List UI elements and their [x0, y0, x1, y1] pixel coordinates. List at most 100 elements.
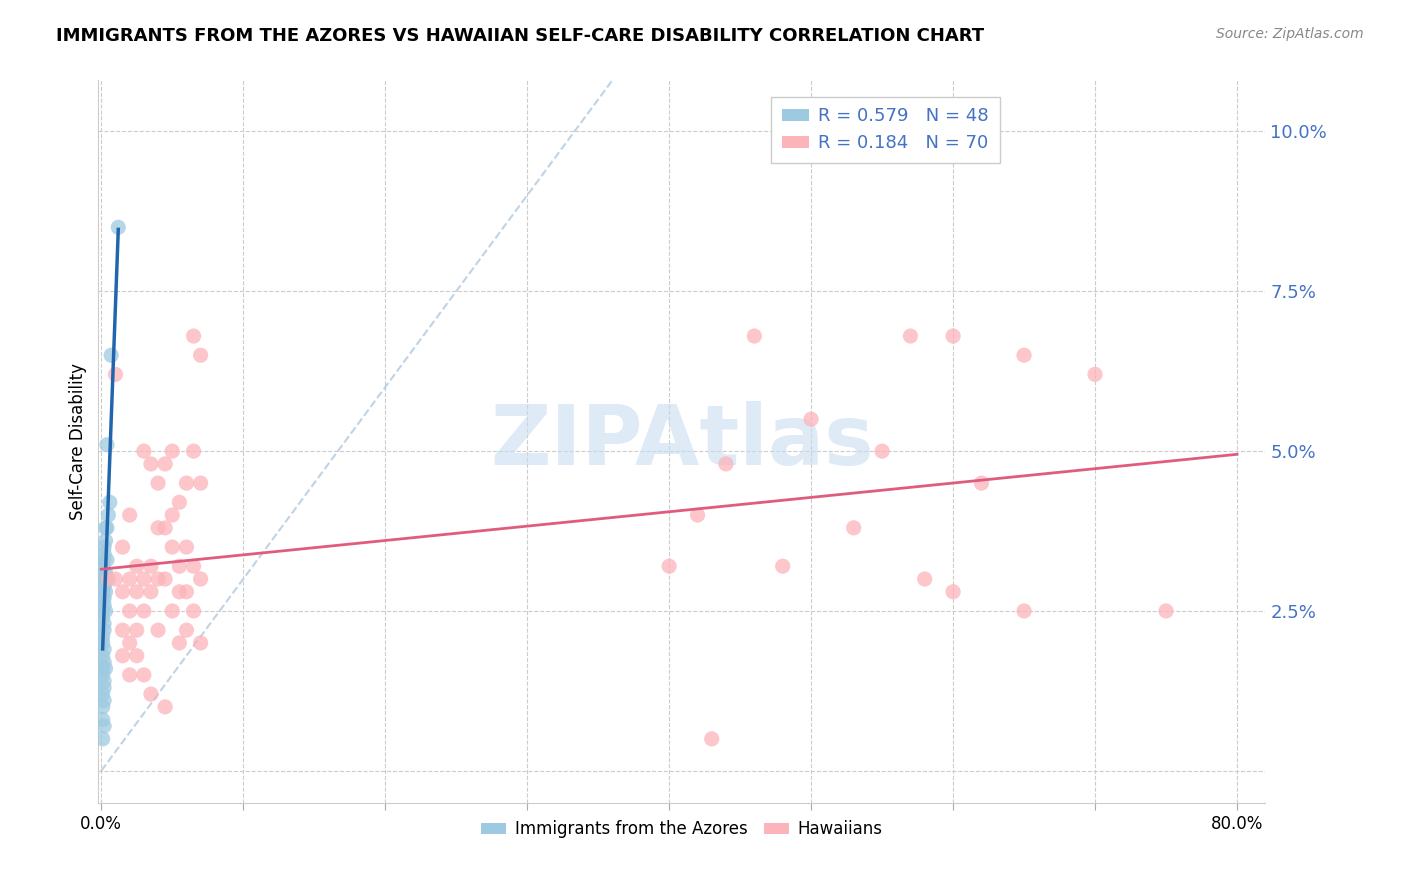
- Point: [842, 521, 865, 535]
- Point: [93, 623, 115, 637]
- Text: ZIPAtlas: ZIPAtlas: [489, 401, 875, 482]
- Point: [153, 521, 176, 535]
- Point: [98, 495, 121, 509]
- Point: [132, 572, 155, 586]
- Point: [111, 648, 134, 663]
- Point: [162, 444, 184, 458]
- Point: [132, 604, 155, 618]
- Point: [870, 444, 893, 458]
- Point: [658, 559, 681, 574]
- Point: [1084, 368, 1107, 382]
- Point: [118, 572, 141, 586]
- Point: [91, 559, 114, 574]
- Point: [125, 623, 148, 637]
- Point: [111, 584, 134, 599]
- Point: [176, 623, 198, 637]
- Point: [146, 476, 169, 491]
- Point: [96, 553, 118, 567]
- Point: [91, 699, 114, 714]
- Point: [153, 457, 176, 471]
- Point: [139, 584, 162, 599]
- Point: [97, 508, 120, 522]
- Point: [714, 457, 737, 471]
- Point: [162, 508, 184, 522]
- Point: [94, 521, 117, 535]
- Point: [93, 655, 115, 669]
- Point: [91, 687, 114, 701]
- Point: [1012, 604, 1035, 618]
- Point: [93, 719, 115, 733]
- Point: [93, 693, 115, 707]
- Point: [91, 648, 114, 663]
- Point: [91, 668, 114, 682]
- Point: [970, 476, 993, 491]
- Point: [93, 681, 115, 695]
- Point: [93, 598, 115, 612]
- Text: Source: ZipAtlas.com: Source: ZipAtlas.com: [1216, 27, 1364, 41]
- Point: [169, 636, 191, 650]
- Legend: Immigrants from the Azores, Hawaiians: Immigrants from the Azores, Hawaiians: [475, 814, 889, 845]
- Point: [111, 540, 134, 554]
- Point: [91, 604, 114, 618]
- Point: [183, 604, 205, 618]
- Point: [914, 572, 936, 586]
- Point: [100, 348, 122, 362]
- Point: [97, 572, 120, 586]
- Point: [700, 731, 723, 746]
- Point: [93, 578, 115, 592]
- Point: [111, 623, 134, 637]
- Point: [93, 591, 115, 606]
- Point: [96, 521, 118, 535]
- Point: [176, 476, 198, 491]
- Point: [91, 591, 114, 606]
- Point: [93, 616, 115, 631]
- Point: [176, 540, 198, 554]
- Point: [93, 642, 115, 657]
- Point: [125, 584, 148, 599]
- Point: [91, 636, 114, 650]
- Point: [125, 648, 148, 663]
- Point: [900, 329, 922, 343]
- Point: [94, 533, 117, 548]
- Point: [93, 674, 115, 689]
- Point: [94, 566, 117, 580]
- Point: [162, 604, 184, 618]
- Point: [94, 604, 117, 618]
- Point: [96, 438, 118, 452]
- Y-axis label: Self-Care Disability: Self-Care Disability: [69, 363, 87, 520]
- Point: [93, 540, 115, 554]
- Point: [139, 559, 162, 574]
- Point: [162, 540, 184, 554]
- Point: [118, 668, 141, 682]
- Point: [91, 584, 114, 599]
- Point: [91, 731, 114, 746]
- Point: [146, 572, 169, 586]
- Point: [176, 584, 198, 599]
- Point: [183, 559, 205, 574]
- Point: [169, 584, 191, 599]
- Point: [686, 508, 709, 522]
- Point: [139, 687, 162, 701]
- Point: [125, 559, 148, 574]
- Point: [91, 572, 114, 586]
- Point: [104, 368, 127, 382]
- Point: [190, 636, 212, 650]
- Point: [1012, 348, 1035, 362]
- Point: [107, 220, 129, 235]
- Point: [94, 584, 117, 599]
- Point: [169, 559, 191, 574]
- Point: [183, 444, 205, 458]
- Point: [190, 476, 212, 491]
- Point: [772, 559, 794, 574]
- Point: [146, 623, 169, 637]
- Point: [169, 495, 191, 509]
- Point: [118, 508, 141, 522]
- Point: [91, 661, 114, 675]
- Point: [132, 444, 155, 458]
- Point: [942, 584, 965, 599]
- Point: [93, 553, 115, 567]
- Point: [800, 412, 823, 426]
- Point: [190, 348, 212, 362]
- Point: [139, 457, 162, 471]
- Point: [93, 566, 115, 580]
